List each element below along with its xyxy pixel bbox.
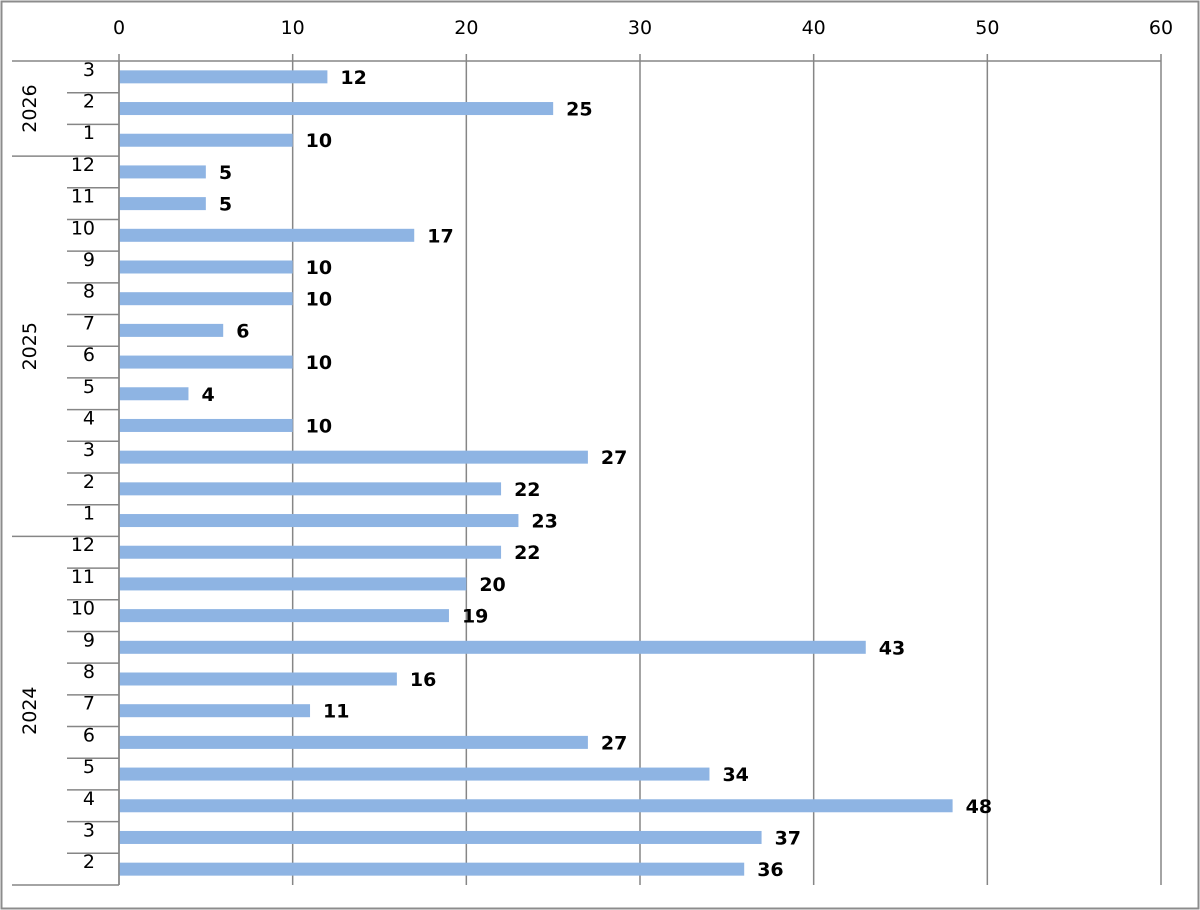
category-label: 2: [83, 91, 95, 113]
data-label: 36: [757, 859, 783, 881]
data-label: 43: [879, 637, 905, 659]
category-label: 11: [71, 566, 95, 588]
data-label: 23: [531, 511, 557, 533]
x-tick-label: 10: [281, 17, 305, 39]
bar: [119, 260, 293, 274]
category-label: 7: [83, 693, 95, 715]
bar: [119, 799, 953, 813]
bars: [119, 70, 953, 876]
category-label: 5: [83, 756, 95, 778]
bar: [119, 672, 397, 686]
data-label: 27: [601, 732, 627, 754]
x-tick-label: 0: [113, 17, 125, 39]
data-label: 5: [219, 162, 232, 184]
bar: [119, 830, 762, 844]
year-label: 2025: [19, 322, 41, 370]
category-label: 6: [83, 344, 95, 366]
category-label: 2: [83, 851, 95, 873]
category-label: 10: [71, 217, 95, 239]
category-label: 8: [83, 281, 95, 303]
bar: [119, 292, 293, 306]
bar: [119, 418, 293, 432]
data-label: 5: [219, 194, 232, 216]
bar: [119, 482, 502, 496]
bar: [119, 577, 467, 591]
labels: 0 10 20 30 40 50 60123252101512511171010910867…: [19, 17, 1173, 881]
bar: [119, 102, 554, 116]
data-label: 16: [410, 669, 436, 691]
data-label: 48: [966, 796, 992, 818]
bar: [119, 197, 206, 211]
bar: [119, 387, 189, 401]
bar: [119, 862, 745, 876]
category-label: 12: [71, 154, 95, 176]
category-label: 7: [83, 312, 95, 334]
bar: [119, 735, 588, 749]
category-label: 5: [83, 376, 95, 398]
x-tick-label: 60: [1149, 17, 1173, 39]
data-label: 10: [306, 352, 332, 374]
category-label: 9: [83, 629, 95, 651]
bar: [119, 545, 502, 559]
category-label: 3: [83, 819, 95, 841]
category-label: 3: [83, 439, 95, 461]
data-label: 25: [566, 99, 592, 121]
data-label: 10: [306, 289, 332, 311]
x-tick-label: 20: [454, 17, 478, 39]
data-label: 4: [201, 384, 214, 406]
category-label: 8: [83, 661, 95, 683]
year-label: 2024: [19, 687, 41, 735]
category-label: 10: [71, 598, 95, 620]
bar: [119, 640, 866, 654]
category-label: 9: [83, 249, 95, 271]
category-label: 4: [83, 788, 95, 810]
data-label: 12: [340, 67, 366, 89]
bar: [119, 133, 293, 147]
bar: [119, 165, 206, 179]
data-label: 22: [514, 479, 540, 501]
bar: [119, 609, 449, 623]
data-label: 27: [601, 447, 627, 469]
category-label: 1: [83, 122, 95, 144]
data-label: 17: [427, 225, 453, 247]
data-label: 20: [479, 574, 505, 596]
data-label: 6: [236, 320, 249, 342]
data-label: 10: [306, 130, 332, 152]
x-tick-label: 50: [975, 17, 999, 39]
bar: [119, 323, 224, 337]
data-label: 22: [514, 542, 540, 564]
data-label: 19: [462, 606, 488, 628]
category-label: 11: [71, 186, 95, 208]
data-label: 11: [323, 701, 349, 723]
axes: [12, 54, 1162, 886]
category-label: 6: [83, 724, 95, 746]
x-tick-label: 40: [802, 17, 826, 39]
x-tick-label: 30: [628, 17, 652, 39]
category-label: 12: [71, 534, 95, 556]
data-label: 10: [306, 257, 332, 279]
category-label: 1: [83, 503, 95, 525]
category-label: 3: [83, 59, 95, 81]
category-label: 4: [83, 407, 95, 429]
category-label: 2: [83, 471, 95, 493]
bar: [119, 228, 415, 242]
data-label: 37: [775, 827, 801, 849]
bar: [119, 767, 710, 781]
data-label: 34: [722, 764, 748, 786]
bar: [119, 514, 519, 528]
bar: [119, 70, 328, 84]
bar: [119, 450, 588, 464]
year-label: 2026: [19, 84, 41, 132]
bar: [119, 704, 311, 718]
data-label: 10: [306, 415, 332, 437]
bar: [119, 355, 293, 369]
